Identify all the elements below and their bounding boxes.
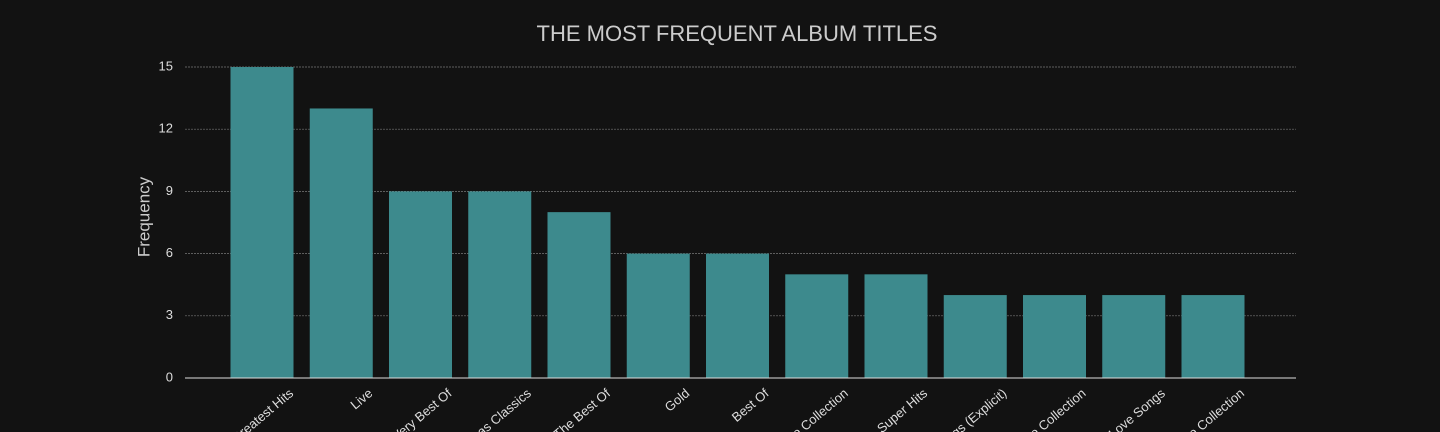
x-tick-label: Super Hits [874, 385, 931, 432]
bar [943, 295, 1007, 378]
y-tick-label: 3 [166, 307, 173, 322]
bar [785, 274, 849, 378]
bar [389, 191, 452, 378]
x-tick-label: Gold [662, 385, 693, 414]
bar [468, 191, 532, 378]
x-tick-label: Greatest Hits [228, 385, 296, 432]
x-tick-label: The Collection [778, 385, 851, 432]
y-tick-label: 12 [159, 121, 173, 136]
x-tick-label: Live [347, 385, 375, 412]
bar [547, 212, 611, 378]
x-tick-label: The Very Best Of [369, 385, 455, 432]
bar [1023, 295, 1086, 378]
x-tick-label: Best Of [729, 385, 772, 425]
bar [706, 253, 769, 378]
bar [230, 67, 294, 378]
y-tick-label: 15 [159, 58, 173, 73]
y-tick-label: 9 [166, 183, 173, 198]
bar [1102, 295, 1166, 378]
bar [626, 253, 690, 378]
x-tick-label: The Collection [1015, 385, 1088, 432]
x-tick-label: The Best Of [550, 385, 613, 432]
bar [309, 108, 373, 378]
y-tick-label: 0 [166, 369, 173, 384]
bar [864, 274, 928, 378]
x-tick-label: Love Songs [1106, 385, 1169, 432]
chart-title: THE MOST FREQUENT ALBUM TITLES [537, 21, 938, 46]
x-tick-label: Songs (Explicit) [931, 385, 1010, 432]
x-tick-label: Christmas Classics [440, 385, 535, 432]
y-tick-label: 6 [166, 245, 173, 260]
bar [1181, 295, 1245, 378]
y-axis-label: Frequency [134, 176, 153, 257]
